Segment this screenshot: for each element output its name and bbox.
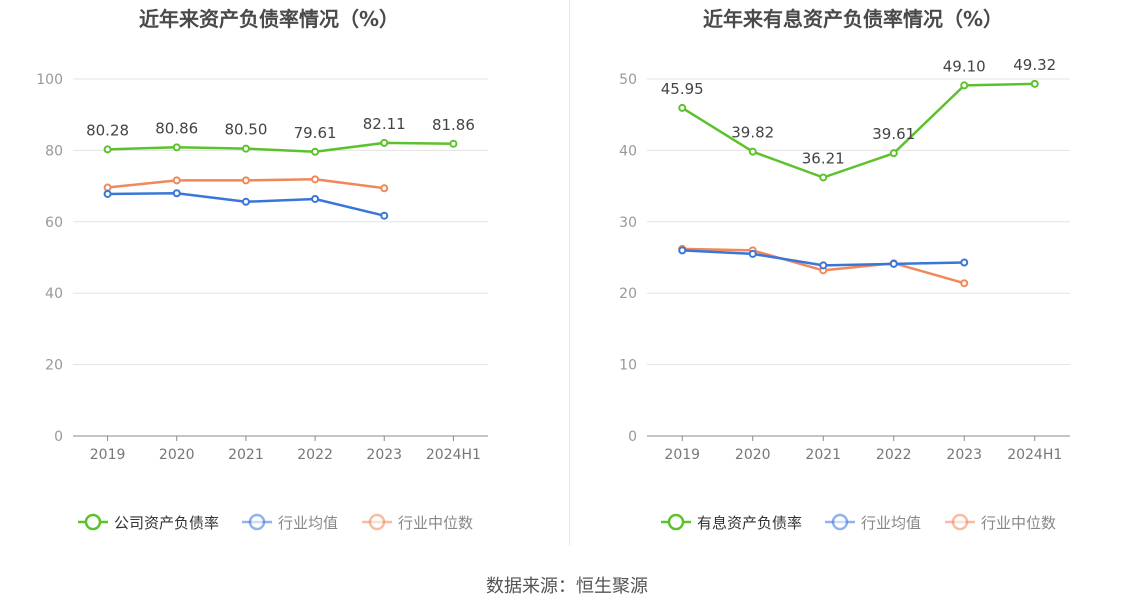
data-point [748,147,757,156]
chart-title: 近年来资产负债率情况（%） [139,7,399,31]
chart-panel-1: 近年来资产负债率情况（%） 0 20 40 60 80 100 2019 2020 2021 202… [36,7,488,532]
data-point [960,258,969,267]
legend-label: 行业均值 [861,514,921,532]
data-point [172,189,181,198]
legend-label: 行业中位数 [981,514,1056,532]
legend-item-1: 有息资产负债率 [661,513,802,532]
y-tick-label: 50 [619,72,637,88]
data-point [380,138,389,147]
data-point [1030,79,1039,88]
data-point [819,261,828,270]
data-label: 39.61 [872,125,915,143]
data-point [241,197,250,206]
y-tick-label: 10 [619,358,637,374]
legend-item-3: 行业中位数 [362,513,473,532]
data-point [678,246,687,255]
data-label: 49.10 [943,57,986,75]
y-tick-label: 40 [45,286,63,302]
data-point [311,175,320,184]
source-note: 数据来源：恒生聚源 [486,576,648,597]
data-point [449,139,458,148]
y-tick-label: 0 [54,429,63,445]
series-line-1 [107,141,454,154]
y-tick-label: 60 [45,215,63,231]
data-label: 80.50 [224,121,267,139]
y-tick-label: 80 [45,143,63,159]
legend-item-2: 行业均值 [242,513,338,532]
data-label: 79.61 [294,124,337,142]
data-label: 80.28 [86,121,129,139]
x-tick-label: 2020 [159,447,195,463]
legend-marker [84,513,102,531]
x-tick-label: 2023 [366,447,402,463]
data-label: 82.11 [363,115,406,133]
data-point [103,189,112,198]
data-point [748,249,757,258]
x-tick-label: 2022 [297,447,333,463]
y-tick-label: 20 [45,358,63,374]
data-label: 39.82 [731,124,774,142]
legend-label: 行业中位数 [398,514,473,532]
x-tick-label: 2024H1 [1007,447,1062,463]
legend-marker [951,513,969,531]
legend-label: 行业均值 [278,514,338,532]
data-point [678,103,687,112]
chart-title: 近年来有息资产负债率情况（%） [703,7,1003,31]
x-tick-label: 2019 [664,447,700,463]
data-point [103,183,112,192]
data-point [960,81,969,90]
data-point [380,211,389,220]
data-point [889,149,898,158]
legend-item-2: 行业均值 [825,513,921,532]
y-tick-label: 20 [619,286,637,302]
data-point [172,176,181,185]
data-label: 45.95 [661,80,704,98]
data-label: 49.32 [1013,56,1056,74]
data-point [889,259,898,268]
data-point [241,144,250,153]
data-point [311,194,320,203]
x-tick-label: 2023 [946,447,982,463]
x-tick-label: 2021 [228,447,264,463]
data-label: 80.86 [155,119,198,137]
legend-marker [368,513,386,531]
panel-divider [569,0,570,545]
data-point [241,176,250,185]
legend-label: 公司资产负债率 [114,514,219,532]
x-tick-label: 2020 [735,447,771,463]
legend-item-3: 行业中位数 [945,513,1056,532]
chart-panel-2: 近年来有息资产负债率情况（%） 0 10 20 30 40 50 2019 2020 2021 20… [619,7,1070,532]
y-tick-label: 0 [628,429,637,445]
legend-label: 有息资产负债率 [697,514,802,532]
y-tick-label: 40 [619,143,637,159]
data-point [819,173,828,182]
x-tick-label: 2021 [805,447,841,463]
legend-marker [248,513,266,531]
series-line-1 [681,82,1035,179]
legend-marker [831,513,849,531]
x-tick-label: 2019 [90,447,126,463]
y-tick-label: 100 [36,72,63,88]
legend-marker [667,513,685,531]
x-tick-label: 2022 [876,447,912,463]
data-label: 36.21 [802,149,845,167]
data-point [380,184,389,193]
y-tick-label: 30 [619,215,637,231]
x-tick-label: 2024H1 [426,447,481,463]
data-point [311,147,320,156]
legend-item-1: 公司资产负债率 [78,513,219,532]
data-point [172,143,181,152]
data-point [103,145,112,154]
data-label: 81.86 [432,116,475,134]
data-point [960,279,969,288]
